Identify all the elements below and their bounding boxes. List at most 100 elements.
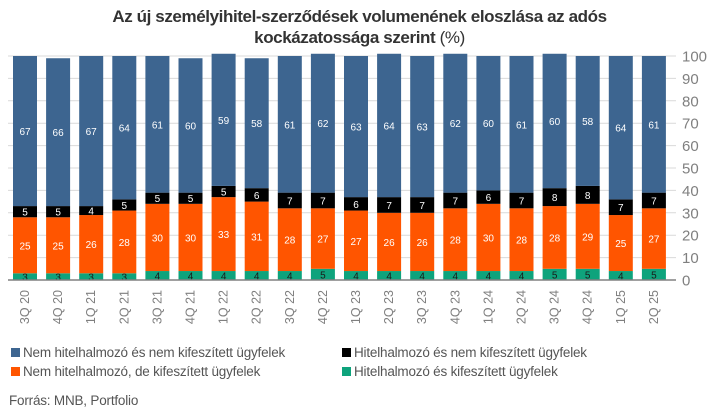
legend-item-hitelhalmozo-kifeszitett: Hitelhalmozó és kifeszített ügyfelek bbox=[342, 364, 558, 379]
data-label: 7 bbox=[386, 201, 392, 212]
data-label: 7 bbox=[453, 196, 459, 207]
bar-segment bbox=[476, 190, 501, 204]
data-label: 29 bbox=[582, 232, 594, 243]
bar-segment bbox=[476, 271, 501, 280]
data-label: 8 bbox=[585, 191, 591, 202]
data-label: 6 bbox=[353, 200, 359, 211]
bar-segment bbox=[277, 192, 302, 209]
bar-segment bbox=[178, 192, 203, 204]
data-label: 31 bbox=[251, 232, 263, 243]
bar-segment bbox=[443, 53, 468, 193]
data-label: 5 bbox=[320, 270, 326, 281]
bar-segment bbox=[575, 203, 600, 269]
bar-segment bbox=[79, 215, 104, 274]
bar-segment bbox=[410, 212, 435, 272]
x-tick-label: 3Q 23 bbox=[415, 290, 429, 324]
bar-segment bbox=[377, 212, 402, 272]
bar-segment bbox=[178, 271, 203, 280]
stacked-bar-chart: 3255673255663264673285644305614305604335… bbox=[8, 49, 707, 324]
chart-title-line1: Az új személyihitel-szerződések volumené… bbox=[112, 7, 607, 26]
bar-segment bbox=[145, 271, 170, 280]
data-label: 6 bbox=[254, 191, 260, 202]
x-tick-label: 3Q 20 bbox=[18, 290, 32, 324]
x-tick-label: 1Q 24 bbox=[481, 290, 495, 324]
bar-segment bbox=[641, 208, 666, 269]
bar-segment bbox=[608, 56, 633, 200]
bar-segment bbox=[244, 58, 269, 189]
bar-segment bbox=[112, 210, 137, 274]
data-label: 4 bbox=[254, 272, 260, 283]
y-tick-label: 80 bbox=[682, 93, 699, 110]
bar-group: 3 25 5 67 bbox=[13, 56, 37, 284]
legend-label: Hitelhalmozó és nem kifeszített ügyfelek bbox=[354, 345, 587, 360]
data-label: 5 bbox=[221, 188, 227, 199]
data-label: 27 bbox=[648, 235, 660, 246]
bar-segment bbox=[13, 56, 37, 207]
data-label: 4 bbox=[353, 272, 359, 283]
data-label: 63 bbox=[417, 123, 429, 134]
legend-label: Nem hitelhalmozó és nem kifeszített ügyf… bbox=[23, 345, 286, 360]
bars: 3255673255663264673285644305614305604335… bbox=[13, 53, 666, 284]
x-tick-label: 2Q 23 bbox=[382, 290, 396, 324]
x-tick-label: 4Q 24 bbox=[581, 290, 595, 324]
bar-group: 3 25 5 66 bbox=[46, 58, 71, 284]
legend-item-hitelhalmozo-nem-kifeszitett: Hitelhalmozó és nem kifeszített ügyfelek bbox=[342, 345, 587, 360]
bar-segment bbox=[542, 268, 567, 280]
bar-segment bbox=[46, 206, 71, 218]
data-label: 67 bbox=[19, 127, 31, 138]
data-label: 5 bbox=[188, 194, 194, 205]
x-tick-label: 2Q 21 bbox=[117, 290, 131, 324]
data-label: 28 bbox=[284, 236, 296, 247]
data-label: 63 bbox=[350, 123, 362, 134]
x-tick-label: 4Q 20 bbox=[51, 290, 65, 324]
legend-swatch bbox=[11, 367, 20, 376]
data-label: 3 bbox=[88, 273, 94, 284]
bar-segment bbox=[13, 217, 37, 274]
data-label: 7 bbox=[287, 196, 293, 207]
bar-segment bbox=[542, 188, 567, 207]
data-label: 4 bbox=[155, 272, 161, 283]
bar-segment bbox=[641, 268, 666, 280]
y-axis-ticks: 0 10 20 30 40 50 60 70 80 90 100 bbox=[682, 49, 707, 290]
data-label: 4 bbox=[88, 207, 94, 218]
bar-group: 4 27 6 63 bbox=[344, 56, 368, 283]
chart-title-unit: (%) bbox=[439, 28, 466, 47]
bar-segment bbox=[211, 271, 236, 280]
x-tick-label: 2Q 25 bbox=[647, 290, 661, 324]
bar-group: 4 30 5 60 bbox=[178, 58, 203, 283]
data-label: 4 bbox=[287, 272, 293, 283]
y-tick-label: 60 bbox=[682, 138, 699, 155]
data-label: 28 bbox=[549, 233, 561, 244]
y-tick-label: 50 bbox=[682, 161, 699, 178]
bar-segment bbox=[608, 215, 633, 272]
bar-group: 4 33 5 59 bbox=[211, 53, 236, 283]
data-label: 25 bbox=[19, 241, 31, 252]
bar-segment bbox=[211, 53, 236, 186]
bar-segment bbox=[13, 273, 37, 280]
bar-segment bbox=[410, 197, 435, 213]
y-tick-label: 90 bbox=[682, 71, 699, 88]
bar-segment bbox=[344, 197, 368, 211]
data-label: 7 bbox=[651, 196, 657, 207]
bar-segment bbox=[575, 56, 600, 186]
data-label: 3 bbox=[22, 273, 28, 284]
data-label: 5 bbox=[22, 208, 28, 219]
bar-segment bbox=[443, 192, 468, 209]
bar-segment bbox=[410, 56, 435, 198]
x-tick-label: 3Q 24 bbox=[548, 290, 562, 324]
data-label: 58 bbox=[251, 119, 263, 130]
bar-group: 4 31 6 58 bbox=[244, 58, 269, 283]
data-label: 30 bbox=[185, 233, 197, 244]
data-label: 60 bbox=[549, 117, 561, 128]
data-label: 3 bbox=[55, 273, 61, 284]
bar-segment bbox=[145, 203, 170, 272]
data-label: 25 bbox=[53, 241, 65, 252]
data-label: 4 bbox=[486, 272, 492, 283]
bar-group: 5 27 7 62 bbox=[310, 53, 335, 281]
bar-group: 4 28 7 61 bbox=[509, 56, 534, 283]
bar-segment bbox=[608, 199, 633, 216]
bar-segment bbox=[310, 53, 335, 193]
bar-segment bbox=[476, 56, 501, 191]
bar-segment bbox=[443, 208, 468, 272]
data-label: 26 bbox=[417, 238, 429, 249]
